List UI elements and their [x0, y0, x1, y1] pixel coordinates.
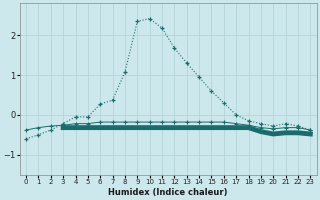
- X-axis label: Humidex (Indice chaleur): Humidex (Indice chaleur): [108, 188, 228, 197]
